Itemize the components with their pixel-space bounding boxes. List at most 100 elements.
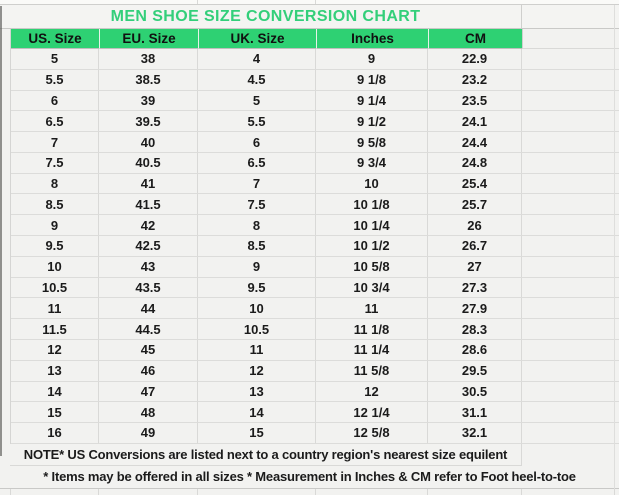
cell-inches: 10 — [316, 173, 428, 195]
cell-inches: 12 1/4 — [316, 402, 428, 424]
cell-us-size: 13 — [11, 360, 99, 382]
table-row: 8.5 41.5 7.5 10 1/8 25.7 — [11, 194, 619, 216]
empty-header-cell — [522, 29, 619, 49]
empty-cell — [522, 215, 619, 237]
cell-cm: 27.9 — [428, 298, 522, 320]
empty-cell — [522, 382, 619, 403]
cell-us-size: 11.5 — [11, 319, 99, 340]
cell-us-size: 8.5 — [11, 194, 99, 216]
cell-cm: 24.1 — [428, 111, 522, 133]
cell-cm: 22.9 — [428, 49, 522, 70]
screen-left-edge — [0, 6, 2, 456]
note-row-2: * Items may be offered in all sizes * Me… — [0, 466, 619, 489]
table-row: 10.5 43.5 9.5 10 3/4 27.3 — [11, 277, 619, 299]
cell-us-size: 6 — [11, 90, 99, 112]
cell-us-size: 14 — [11, 381, 99, 403]
cell-us-size: 7 — [11, 132, 99, 153]
cell-inches: 9 1/8 — [316, 69, 428, 91]
cell-us-size: 5 — [11, 49, 99, 70]
cell-inches: 9 5/8 — [316, 132, 428, 153]
empty-cell — [522, 49, 619, 70]
cell-uk-size: 10.5 — [198, 319, 316, 340]
empty-cell — [522, 111, 619, 133]
cell-eu-size: 43 — [99, 256, 198, 278]
cell-eu-size: 44 — [99, 298, 198, 320]
cell-uk-size: 15 — [198, 423, 316, 444]
cell-uk-size: 8.5 — [198, 236, 316, 257]
cell-inches: 10 1/2 — [316, 236, 428, 257]
cell-uk-size: 12 — [198, 360, 316, 382]
title-cell: MEN SHOE SIZE CONVERSION CHART — [10, 5, 521, 28]
cell-cm: 28.3 — [428, 319, 522, 340]
cell-uk-size: 9 — [198, 256, 316, 278]
cell-us-size: 11 — [11, 298, 99, 320]
cell-cm: 23.2 — [428, 69, 522, 91]
table-row: 10 43 9 10 5/8 27 — [11, 256, 619, 278]
cell-uk-size: 6 — [198, 132, 316, 153]
cell-eu-size: 42 — [99, 215, 198, 237]
cell-cm: 27.3 — [428, 277, 522, 299]
table-row: 12 45 11 11 1/4 28.6 — [11, 339, 619, 361]
cell-eu-size: 39 — [99, 90, 198, 112]
cell-cm: 26.7 — [428, 236, 522, 257]
table-row: 9.5 42.5 8.5 10 1/2 26.7 — [11, 236, 619, 257]
cell-cm: 23.5 — [428, 90, 522, 112]
table-row: 7 40 6 9 5/8 24.4 — [11, 132, 619, 153]
grid-line — [521, 443, 522, 466]
header-row: US. Size EU. Size UK. Size Inches CM — [11, 29, 619, 49]
grid-stub — [614, 488, 615, 495]
cell-uk-size: 7.5 — [198, 194, 316, 216]
grid-stub — [197, 488, 198, 495]
grid-stub — [197, 0, 198, 4]
empty-cell — [522, 132, 619, 153]
cell-inches: 9 — [316, 49, 428, 70]
empty-cell — [522, 402, 619, 424]
cell-inches: 12 — [316, 381, 428, 403]
cell-inches: 9 1/4 — [316, 90, 428, 112]
cell-eu-size: 46 — [99, 360, 198, 382]
cell-inches: 9 3/4 — [316, 152, 428, 174]
cell-us-size: 9.5 — [11, 236, 99, 257]
cell-uk-size: 4 — [198, 49, 316, 70]
header-us-size: US. Size — [11, 29, 99, 49]
empty-cell — [522, 174, 619, 195]
grid-stub — [315, 0, 316, 4]
note-text-2: * Items may be offered in all sizes * Me… — [43, 469, 576, 485]
cell-uk-size: 14 — [198, 402, 316, 424]
cell-eu-size: 45 — [99, 339, 198, 361]
cell-cm: 29.5 — [428, 360, 522, 382]
empty-cell — [522, 236, 619, 257]
grid-stub — [315, 488, 316, 495]
cell-cm: 30.5 — [428, 381, 522, 403]
cell-uk-size: 4.5 — [198, 69, 316, 91]
chart-title: MEN SHOE SIZE CONVERSION CHART — [110, 7, 421, 25]
table-row: 11.5 44.5 10.5 11 1/8 28.3 — [11, 319, 619, 340]
cell-us-size: 7.5 — [11, 152, 99, 174]
grid-stub — [10, 488, 11, 495]
cell-eu-size: 38 — [99, 49, 198, 70]
cell-inches: 11 1/4 — [316, 339, 428, 361]
table-row: 15 48 14 12 1/4 31.1 — [11, 402, 619, 424]
cell-eu-size: 43.5 — [99, 277, 198, 299]
cell-cm: 32.1 — [428, 423, 522, 444]
table-row: 7.5 40.5 6.5 9 3/4 24.8 — [11, 152, 619, 174]
grid-bottom-strip — [0, 488, 619, 495]
cell-inches: 10 1/8 — [316, 194, 428, 216]
empty-cell — [522, 70, 619, 91]
cell-eu-size: 42.5 — [99, 236, 198, 257]
table-row: 9 42 8 10 1/4 26 — [11, 215, 619, 237]
empty-cell — [522, 153, 619, 174]
cell-cm: 31.1 — [428, 402, 522, 424]
grid-stub — [427, 488, 428, 495]
table-row: 8 41 7 10 25.4 — [11, 173, 619, 195]
cell-uk-size: 8 — [198, 215, 316, 237]
cell-eu-size: 44.5 — [99, 319, 198, 340]
cell-us-size: 10 — [11, 256, 99, 278]
cell-inches: 11 5/8 — [316, 360, 428, 382]
conversion-table: US. Size EU. Size UK. Size Inches CM 5 38… — [10, 29, 619, 444]
empty-cell — [522, 257, 619, 278]
cell-cm: 24.4 — [428, 132, 522, 153]
cell-us-size: 8 — [11, 173, 99, 195]
note-row-1: NOTE* US Conversions are listed next to … — [10, 443, 522, 466]
table-row: 14 47 13 12 30.5 — [11, 381, 619, 403]
